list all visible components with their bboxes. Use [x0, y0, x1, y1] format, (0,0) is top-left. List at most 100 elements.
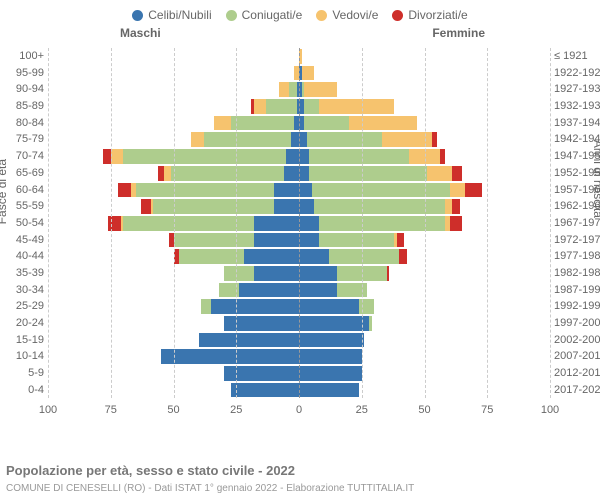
bar-segment [299, 183, 312, 198]
age-label: 85-89 [16, 98, 48, 115]
birth-label: 1992-1996 [550, 298, 600, 315]
age-label: 25-29 [16, 298, 48, 315]
bar-segment [123, 149, 286, 164]
male-bar [108, 216, 299, 231]
birth-label: 2002-2006 [550, 332, 600, 349]
pyramid-chart: 100+≤ 192195-991922-192690-941927-193185… [48, 44, 550, 434]
female-bar [299, 116, 417, 131]
male-bar [169, 233, 300, 248]
bar-segment [319, 233, 394, 248]
bar-segment [161, 349, 299, 364]
female-bar [299, 333, 364, 348]
male-bar [214, 116, 299, 131]
bar-segment [304, 82, 337, 97]
bar-segment [299, 366, 362, 381]
legend-swatch [316, 10, 327, 21]
female-bar [299, 216, 462, 231]
bar-segment [397, 233, 405, 248]
age-label: 55-59 [16, 198, 48, 215]
bar-segment [204, 132, 292, 147]
bar-segment [299, 166, 309, 181]
legend-item: Coniugati/e [226, 8, 303, 22]
age-label: 35-39 [16, 265, 48, 282]
gridline [48, 48, 49, 398]
age-label: 40-44 [16, 248, 48, 265]
bar-segment [224, 266, 254, 281]
bar-segment [291, 132, 299, 147]
male-bar [251, 99, 299, 114]
age-label: 100+ [19, 48, 48, 65]
legend-label: Vedovi/e [332, 8, 378, 22]
bar-segment [254, 266, 299, 281]
bar-segment [319, 99, 394, 114]
male-bar [191, 132, 299, 147]
bar-segment [299, 349, 362, 364]
female-bar [299, 99, 394, 114]
female-bar [299, 283, 367, 298]
bar-segment [211, 299, 299, 314]
birth-label: 1977-1981 [550, 248, 600, 265]
birth-label: 1982-1986 [550, 265, 600, 282]
bar-segment [174, 233, 254, 248]
bar-segment [201, 299, 211, 314]
bar-segment [239, 283, 299, 298]
bar-segment [171, 166, 284, 181]
legend-item: Vedovi/e [316, 8, 378, 22]
bar-segment [299, 199, 314, 214]
age-label: 95-99 [16, 65, 48, 82]
bar-segment [231, 116, 294, 131]
bar-segment [299, 266, 337, 281]
birth-label: 2017-2021 [550, 382, 600, 399]
birth-label: 1922-1926 [550, 65, 600, 82]
bar-segment [452, 199, 460, 214]
female-header: Femmine [432, 26, 485, 40]
gridline [174, 48, 175, 398]
age-label: 30-34 [16, 282, 48, 299]
bar-segment [450, 183, 465, 198]
age-label: 80-84 [16, 115, 48, 132]
x-tick: 50 [418, 404, 430, 416]
bar-segment [452, 166, 462, 181]
birth-label: 1962-1966 [550, 198, 600, 215]
x-tick: 50 [167, 404, 179, 416]
bar-segment [299, 233, 319, 248]
age-label: 75-79 [16, 131, 48, 148]
male-bar [201, 299, 299, 314]
birth-label: 1997-2001 [550, 315, 600, 332]
bar-segment [199, 333, 299, 348]
bar-segment [118, 183, 131, 198]
bar-segment [279, 82, 289, 97]
x-tick: 25 [356, 404, 368, 416]
bar-segment [254, 233, 299, 248]
bar-segment [309, 149, 409, 164]
bar-segment [224, 316, 299, 331]
bar-segment [432, 132, 437, 147]
bar-segment [319, 216, 445, 231]
bar-segment [349, 116, 417, 131]
female-bar [299, 132, 437, 147]
bar-segment [302, 66, 315, 81]
bar-segment [450, 216, 463, 231]
gridline [236, 48, 237, 398]
legend-label: Celibi/Nubili [148, 8, 211, 22]
birth-label: 2007-2011 [550, 348, 600, 365]
bar-segment [299, 383, 359, 398]
age-label: 70-74 [16, 148, 48, 165]
x-tick: 100 [39, 404, 57, 416]
bar-segment [445, 199, 453, 214]
gridline [299, 48, 300, 398]
x-tick: 75 [481, 404, 493, 416]
male-bar [224, 316, 299, 331]
birth-label: 1947-1951 [550, 148, 600, 165]
left-axis-title: Fasce di età [0, 159, 9, 224]
bar-segment [289, 82, 297, 97]
age-label: 20-24 [16, 315, 48, 332]
legend-swatch [226, 10, 237, 21]
bar-segment [299, 132, 307, 147]
bar-segment [274, 199, 299, 214]
bar-segment [153, 199, 273, 214]
bar-segment [440, 149, 445, 164]
bar-segment [387, 266, 390, 281]
age-label: 45-49 [16, 232, 48, 249]
age-label: 50-54 [16, 215, 48, 232]
